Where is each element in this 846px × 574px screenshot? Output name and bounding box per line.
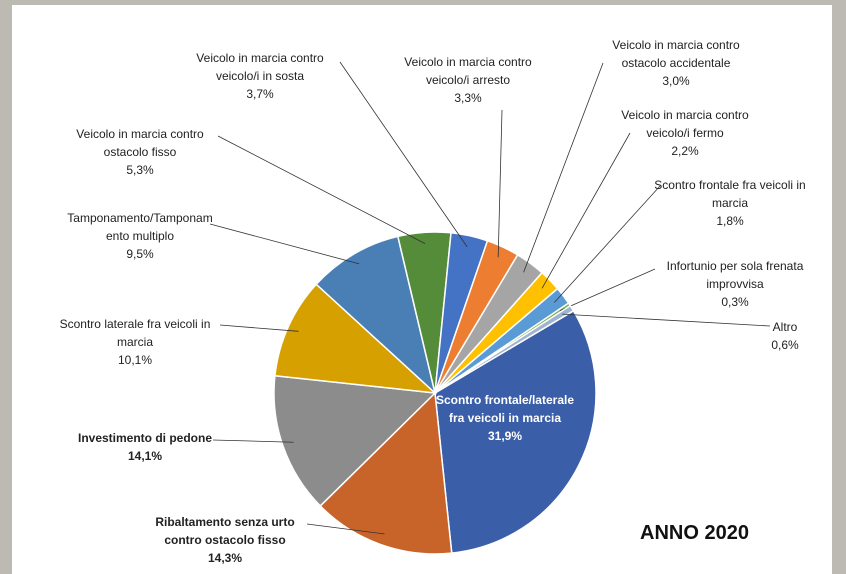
data-label: Veicolo in marcia contro ostacolo accide… — [591, 36, 761, 90]
data-label: Ribaltamento senza urto contro ostacolo … — [135, 513, 315, 567]
leader-line — [554, 185, 661, 303]
pie-slice — [274, 283, 438, 394]
leader-line — [212, 439, 294, 443]
leader-line — [217, 135, 426, 244]
pie-slice — [434, 304, 575, 394]
data-label: Veicolo in marcia contro veicolo/i arres… — [393, 53, 543, 107]
pie-slice — [319, 391, 453, 555]
data-label: Infortunio per sola frenata improvvisa 0,… — [648, 257, 823, 311]
label-name: Veicolo in marcia contro veicolo/i arres… — [404, 55, 532, 87]
label-name: Scontro frontale fra veicoli in marcia — [654, 178, 806, 210]
leader-line — [523, 62, 604, 273]
data-label: Tamponamento/Tamponamento multiplo 9,5% — [66, 209, 214, 263]
label-value: 5,3% — [126, 163, 154, 177]
data-label: Scontro frontale fra veicoli in marcia 1,… — [648, 176, 813, 230]
leader-line — [497, 109, 503, 258]
label-name: Infortunio per sola frenata improvvisa — [666, 259, 804, 291]
label-name: Investimento di pedone — [77, 431, 212, 445]
data-label: Investimento di pedone 14,1% — [60, 429, 230, 465]
leader-line — [559, 268, 656, 311]
label-value: 10,1% — [117, 353, 153, 367]
label-value: 14,1% — [127, 449, 163, 463]
label-value: 31,9% — [487, 429, 523, 443]
pie-slice — [434, 309, 597, 554]
label-value: 3,7% — [246, 87, 274, 101]
label-value: 2,2% — [671, 144, 699, 158]
data-label: Veicolo in marcia contro ostacolo fisso 5… — [65, 125, 215, 179]
leader-line — [541, 132, 631, 289]
label-name: Scontro laterale fra veicoli in marcia — [59, 317, 211, 349]
label-value: 0,6% — [771, 338, 799, 352]
leader-line — [306, 523, 385, 535]
label-name: Veicolo in marcia contro ostacolo fisso — [76, 127, 204, 159]
label-name: Veicolo in marcia contro ostacolo accide… — [612, 38, 740, 70]
label-name: Scontro frontale/laterale fra veicoli in… — [435, 393, 575, 425]
label-value: 3,0% — [662, 74, 690, 88]
label-value: 9,5% — [126, 247, 154, 261]
leader-line — [209, 223, 360, 265]
leader-line — [219, 324, 299, 332]
label-name: Altro — [772, 320, 798, 334]
data-label: Altro 0,6% — [755, 318, 815, 354]
data-label: Veicolo in marcia contro veicolo/i fermo… — [610, 106, 760, 160]
label-value: 14,3% — [207, 551, 243, 565]
leader-line — [339, 61, 468, 247]
pie-slice — [273, 374, 437, 507]
label-name: Ribaltamento senza urto contro ostacolo … — [155, 515, 295, 547]
data-label: Veicolo in marcia contro veicolo/i in so… — [185, 49, 335, 103]
label-name: Veicolo in marcia contro veicolo/i fermo — [621, 108, 749, 140]
label-name: Veicolo in marcia contro veicolo/i in so… — [196, 51, 324, 83]
chart-title: ANNO 2020 — [640, 522, 749, 544]
label-value: 3,3% — [454, 91, 482, 105]
pie-slice — [315, 235, 437, 396]
leader-line — [562, 313, 771, 327]
data-label: Scontro frontale/laterale fra veicoli in… — [430, 391, 580, 445]
label-value: 0,3% — [721, 295, 749, 309]
label-value: 1,8% — [716, 214, 744, 228]
label-name: Tamponamento/Tamponamento multiplo — [67, 211, 213, 243]
data-label: Scontro laterale fra veicoli in marcia 10… — [53, 315, 218, 369]
